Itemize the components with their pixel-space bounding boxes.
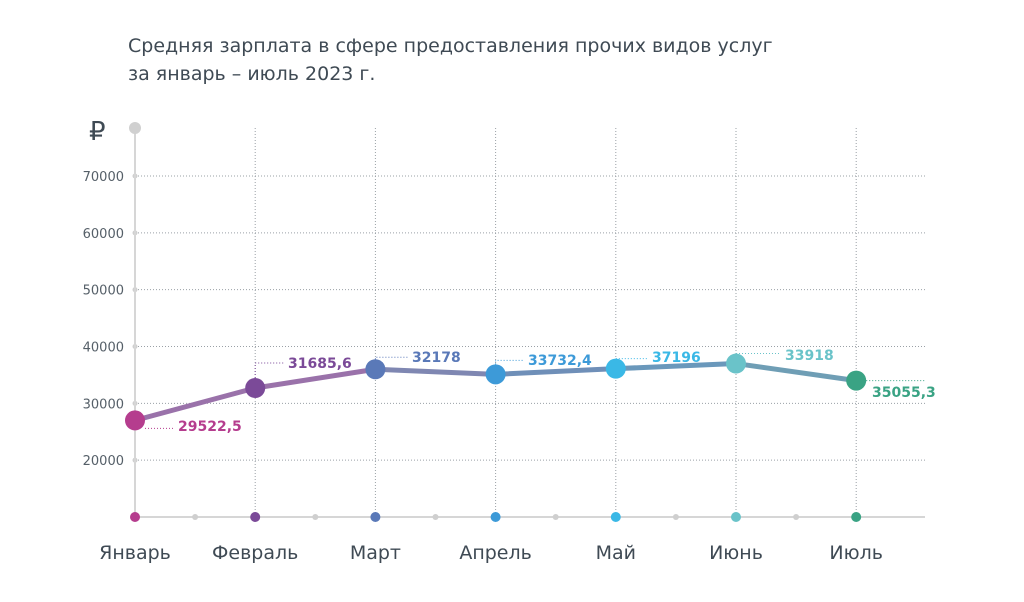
data-point: [605, 358, 626, 379]
data-point: [365, 359, 386, 380]
x-axis: Январь Февраль Март Апрель Май Июнь Июль: [99, 512, 925, 564]
chart-title: Средняя зарплата в сфере предоставления …: [128, 32, 773, 88]
x-axis-mid-dot: [552, 514, 559, 520]
label-leader: [495, 359, 524, 365]
data-point: [245, 377, 266, 398]
data-points: [125, 353, 867, 431]
x-axis-mid-dot: [432, 514, 439, 520]
series-segment: [493, 366, 619, 377]
x-tick-label: Май: [596, 542, 636, 564]
chart-title-line-2: за январь – июль 2023 г.: [128, 63, 376, 85]
chart-title-line-1: Средняя зарплата в сфере предоставления …: [128, 35, 773, 57]
data-label: 33732,4: [528, 353, 592, 369]
x-axis-category-dot: [490, 512, 501, 522]
data-label: 33918: [785, 348, 834, 364]
currency-symbol: ₽: [89, 117, 106, 147]
x-tick-label: Июль: [829, 542, 883, 564]
grid-lines: [135, 128, 925, 517]
data-label: 35055,3: [872, 385, 936, 401]
y-tick-label: 70000: [83, 170, 124, 185]
data-point: [846, 370, 867, 391]
x-axis-category-dot: [370, 512, 381, 522]
data-labels: 29522,5 31685,6 32178 33732,4 37196 33918 3505…: [178, 348, 936, 435]
x-axis-category-dot: [731, 512, 741, 522]
x-axis-category-dot: [250, 512, 261, 522]
data-label: 37196: [652, 350, 701, 366]
x-axis-category-dot: [130, 512, 140, 522]
x-tick-label: Апрель: [459, 542, 532, 564]
y-axis-top-marker: [129, 122, 141, 134]
series-line: [132, 361, 859, 423]
x-tick-label: Июнь: [709, 542, 763, 564]
data-point: [485, 364, 506, 385]
y-tick-label: 50000: [83, 284, 124, 299]
x-axis-category-dot: [851, 512, 862, 522]
label-leader: [374, 356, 408, 360]
y-tick-label: 30000: [83, 397, 124, 412]
data-point: [726, 353, 746, 374]
data-label: 32178: [412, 350, 461, 366]
series-segment: [733, 361, 859, 384]
x-axis-mid-dot: [672, 514, 679, 520]
series-segment: [252, 366, 378, 391]
x-axis-mid-dot: [793, 514, 800, 520]
data-label: 31685,6: [288, 356, 352, 372]
y-tick-label: 40000: [83, 341, 124, 356]
x-tick-label: Январь: [99, 542, 171, 564]
y-axis: 20000 30000 40000 50000 60000 70000: [83, 122, 141, 517]
y-tick-label: 20000: [83, 454, 124, 469]
y-tick-label: 60000: [83, 227, 124, 242]
data-point: [125, 410, 145, 431]
series-segment: [132, 385, 258, 423]
label-leaders: [145, 353, 927, 429]
x-tick-label: Март: [350, 542, 401, 564]
x-axis-category-dot: [610, 512, 621, 522]
x-axis-mid-dot: [192, 514, 199, 520]
label-leader: [254, 362, 284, 378]
data-label: 29522,5: [178, 419, 242, 435]
x-axis-mid-dot: [312, 514, 319, 520]
series-segment: [613, 361, 739, 372]
x-tick-label: Февраль: [212, 542, 298, 564]
series-segment: [372, 366, 499, 377]
